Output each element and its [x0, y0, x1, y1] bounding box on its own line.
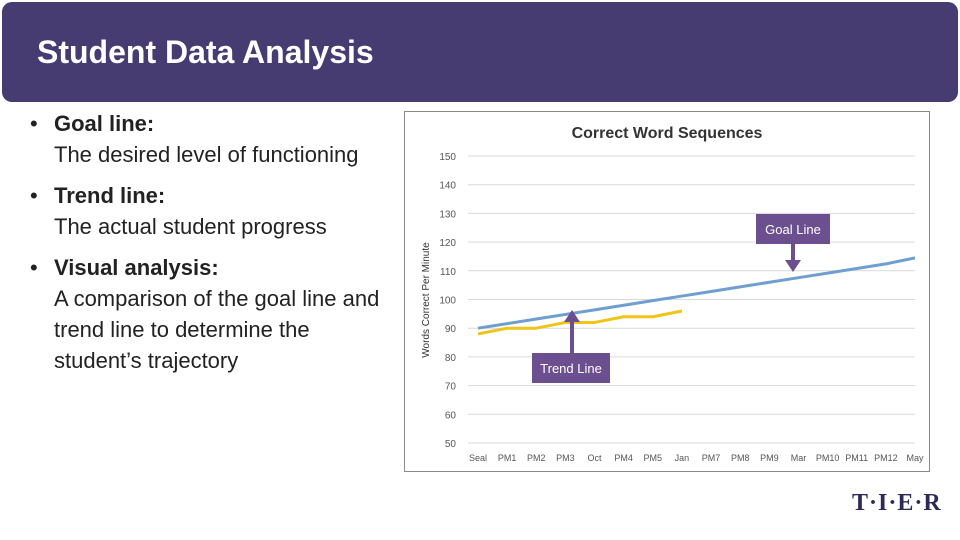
chart-frame: Correct Word Sequences Words Correct Per… [404, 111, 930, 472]
chart-title: Correct Word Sequences [572, 125, 763, 142]
x-tick-label: Mar [791, 453, 807, 463]
bullet-description: A comparison of the goal line and trend … [54, 286, 380, 373]
bullet-visual-analysis: • Visual analysis: A comparison of the g… [30, 252, 390, 376]
y-tick-label: 50 [445, 439, 457, 450]
axis-ticks: 50 60 70 80 90 100 110 120 130 140 150 Seal PM1 PM2 PM… [439, 152, 924, 463]
bullet-heading: Trend line: [54, 183, 166, 208]
x-tick-label: PM11 [845, 453, 868, 463]
bullet-list: • Goal line: The desired level of functi… [30, 108, 390, 386]
y-tick-label: 140 [439, 181, 456, 192]
x-tick-label: PM4 [614, 453, 633, 463]
x-tick-label: Seal [469, 453, 487, 463]
bullet-heading: Visual analysis: [54, 255, 219, 280]
trend-callout-arrow-icon [564, 310, 580, 354]
tier-logo: T·I·E·R [852, 490, 942, 516]
trend-line-callout: Trend Line [532, 353, 610, 383]
goal-line-callout-label: Goal Line [765, 221, 821, 237]
goal-callout-arrow-icon [785, 244, 801, 272]
trend-line-series [477, 309, 683, 336]
x-tick-label: PM12 [874, 453, 898, 463]
bullet-description: The actual student progress [54, 214, 327, 239]
x-tick-label: PM1 [498, 453, 517, 463]
bullet-trend-line: • Trend line: The actual student progres… [30, 180, 390, 242]
goal-line-callout: Goal Line [756, 214, 830, 244]
series-lines [477, 256, 916, 336]
x-tick-label: PM3 [556, 453, 575, 463]
y-tick-label: 90 [445, 324, 457, 335]
y-tick-label: 70 [445, 382, 457, 393]
bullet-dot-icon: • [30, 183, 38, 208]
bullet-dot-icon: • [30, 111, 38, 136]
y-tick-label: 150 [439, 152, 456, 163]
y-tick-label: 60 [445, 410, 457, 421]
x-tick-label: PM8 [731, 453, 750, 463]
y-tick-label: 100 [439, 296, 456, 307]
goal-line-series [477, 256, 916, 330]
x-tick-label: Jan [675, 453, 690, 463]
y-axis-label: Words Correct Per Minute [421, 242, 432, 358]
grid-lines [468, 155, 915, 444]
x-tick-label: PM7 [702, 453, 721, 463]
bullet-goal-line: • Goal line: The desired level of functi… [30, 108, 390, 170]
x-tick-label: May [906, 453, 924, 463]
slide-title: Student Data Analysis [37, 34, 374, 70]
x-tick-label: PM5 [644, 453, 663, 463]
x-tick-label: PM9 [760, 453, 779, 463]
bullet-heading: Goal line: [54, 111, 155, 136]
bullet-dot-icon: • [30, 255, 38, 280]
y-tick-label: 110 [440, 267, 456, 278]
bullet-description: The desired level of functioning [54, 142, 359, 167]
x-tick-label: PM2 [527, 453, 546, 463]
y-tick-label: 130 [439, 209, 456, 220]
y-tick-label: 120 [439, 238, 456, 249]
line-chart: Correct Word Sequences Words Correct Per… [421, 125, 924, 463]
trend-line-callout-label: Trend Line [540, 360, 602, 376]
x-tick-label: PM10 [816, 453, 840, 463]
x-tick-label: Oct [588, 453, 603, 463]
y-tick-label: 80 [445, 353, 457, 364]
header-bar: Student Data Analysis [2, 2, 958, 102]
